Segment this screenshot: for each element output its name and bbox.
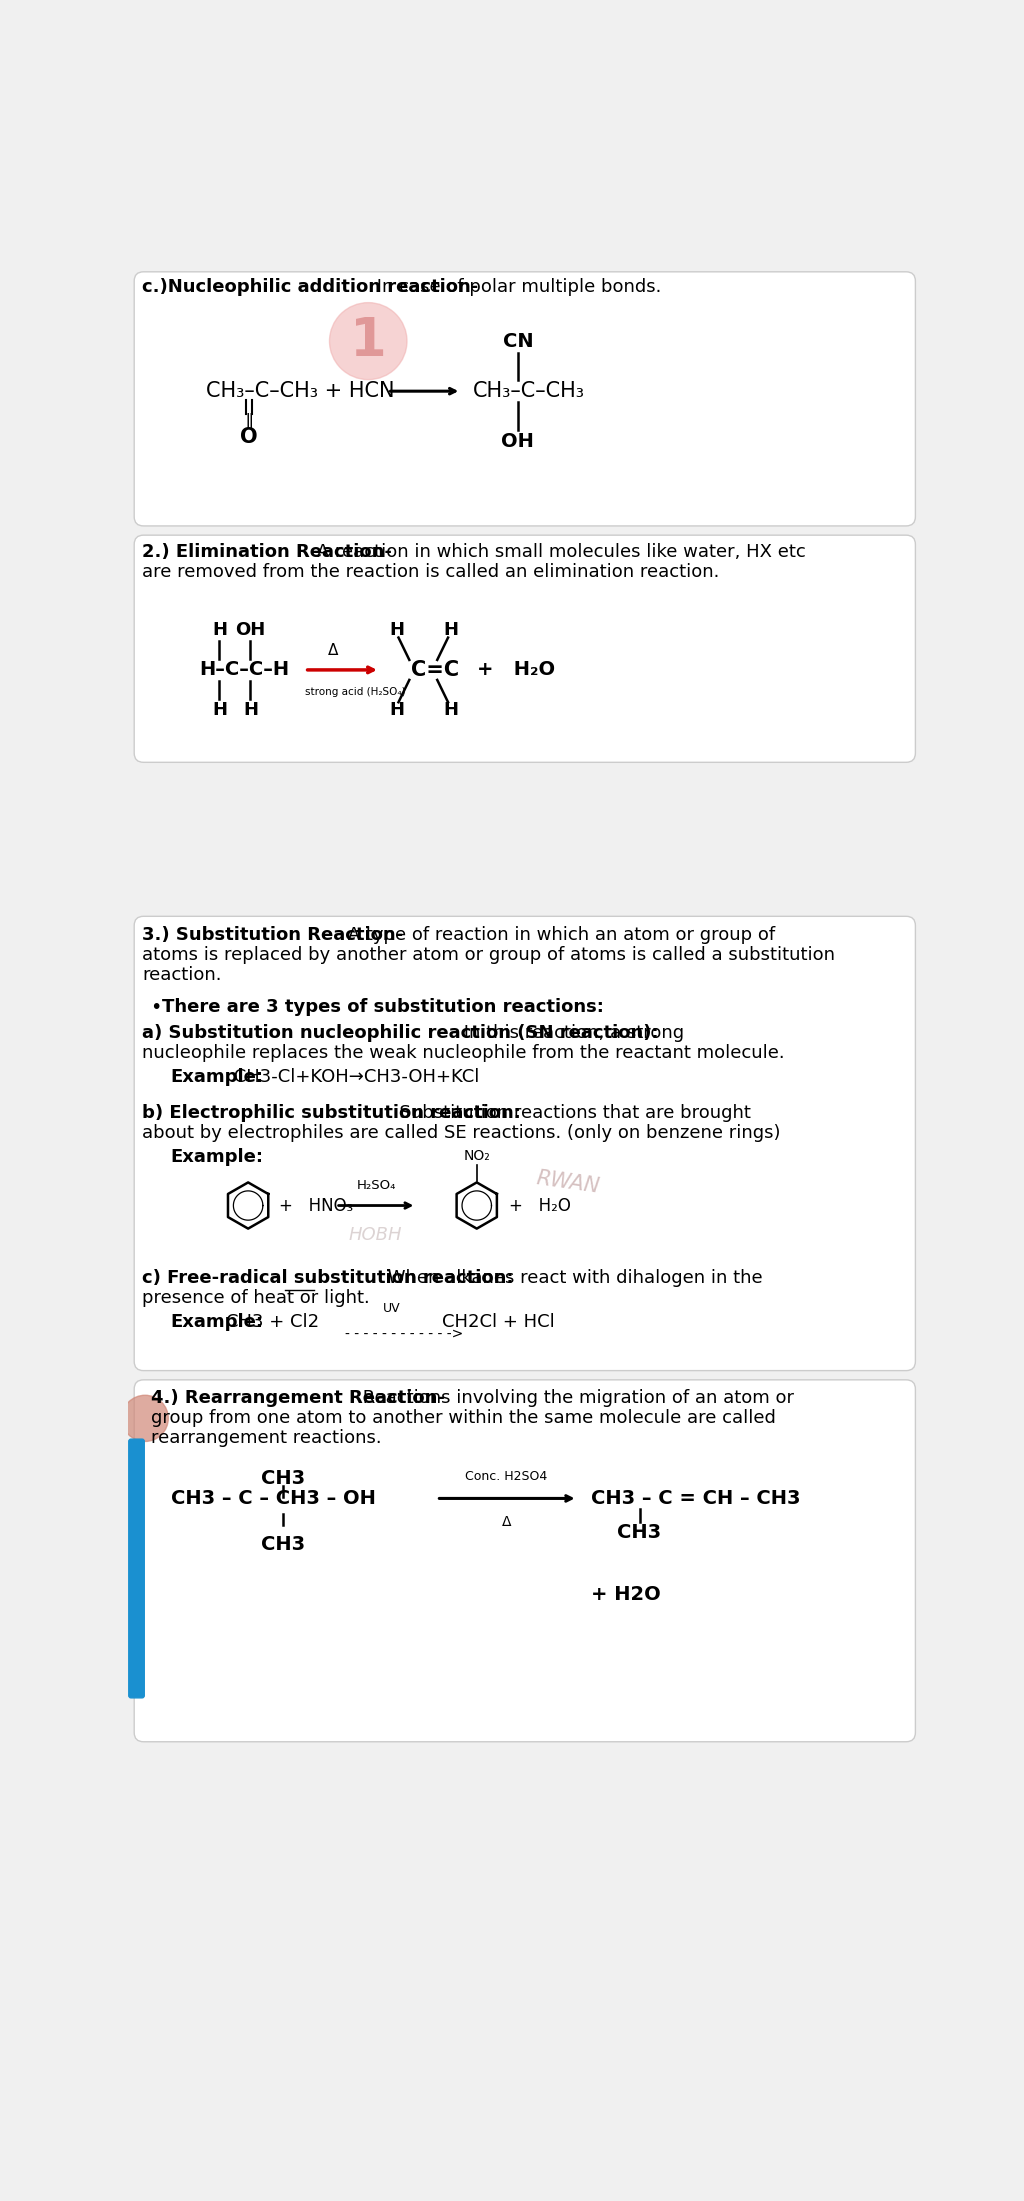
Text: Reactions involving the migration of an atom or: Reactions involving the migration of an … [356, 1389, 794, 1406]
Text: +   H₂O: + H₂O [477, 660, 555, 680]
Circle shape [330, 302, 407, 379]
Text: are removed from the reaction is called an elimination reaction.: are removed from the reaction is called … [142, 563, 719, 581]
Text: Example:: Example: [171, 1067, 263, 1085]
Circle shape [122, 1395, 168, 1442]
Text: CH₃–C–CH₃: CH₃–C–CH₃ [473, 381, 585, 401]
Text: Example:: Example: [171, 1147, 263, 1167]
Text: CH3 – C – CH3 – OH: CH3 – C – CH3 – OH [171, 1488, 376, 1508]
FancyBboxPatch shape [134, 535, 915, 762]
Text: 3.) Substitution Reaction-: 3.) Substitution Reaction- [142, 927, 403, 944]
Text: CN: CN [503, 332, 534, 350]
Text: b) Electrophilic substitution reaction:: b) Electrophilic substitution reaction: [142, 1103, 521, 1123]
Text: H: H [443, 700, 459, 720]
Text: H₂SO₄: H₂SO₄ [356, 1180, 395, 1191]
Text: CH3-Cl+KOH→CH3-OH+KCl: CH3-Cl+KOH→CH3-OH+KCl [228, 1067, 479, 1085]
Text: Example:: Example: [171, 1314, 263, 1332]
Text: 1: 1 [350, 315, 387, 368]
FancyBboxPatch shape [134, 916, 915, 1371]
Text: c) Free-radical substitution reaction:: c) Free-radical substitution reaction: [142, 1270, 513, 1288]
Text: - - - - - - - - - - - ->: - - - - - - - - - - - -> [345, 1327, 463, 1340]
Text: c.)Nucleophilic addition reaction-: c.)Nucleophilic addition reaction- [142, 277, 478, 295]
Text: rearrangement reactions.: rearrangement reactions. [152, 1428, 382, 1446]
Text: strong acid (H₂SO₄): strong acid (H₂SO₄) [305, 687, 406, 698]
Text: There are 3 types of substitution reactions:: There are 3 types of substitution reacti… [162, 997, 604, 1015]
Text: H: H [212, 700, 227, 720]
Text: NO₂: NO₂ [464, 1149, 490, 1162]
Text: CH3: CH3 [261, 1536, 305, 1554]
Text: about by electrophiles are called SE reactions. (only on benzene rings): about by electrophiles are called SE rea… [142, 1125, 780, 1142]
Text: H–C–C–H: H–C–C–H [200, 660, 290, 680]
Text: nucleophile replaces the weak nucleophile from the reactant molecule.: nucleophile replaces the weak nucleophil… [142, 1043, 784, 1061]
Text: a) Substitution nucleophilic reaction (SN reaction):: a) Substitution nucleophilic reaction (S… [142, 1023, 658, 1041]
Text: OH: OH [236, 621, 265, 638]
Text: CH3: CH3 [261, 1470, 305, 1488]
FancyBboxPatch shape [134, 1380, 915, 1741]
Text: A reaction in which small molecules like water, HX etc: A reaction in which small molecules like… [311, 544, 806, 561]
Text: CH2Cl + HCl: CH2Cl + HCl [442, 1314, 555, 1332]
Text: O: O [240, 427, 258, 447]
Text: Δ: Δ [502, 1514, 511, 1530]
Text: UV: UV [383, 1303, 400, 1314]
Text: ǁ: ǁ [245, 414, 253, 427]
Text: H: H [243, 700, 258, 720]
Text: H: H [443, 621, 459, 638]
Text: HOBH: HOBH [349, 1226, 402, 1244]
Text: H: H [389, 700, 404, 720]
Text: OH: OH [502, 431, 535, 451]
Text: CH3 + Cl2: CH3 + Cl2 [226, 1314, 319, 1332]
Text: A type of reaction in which an atom or group of: A type of reaction in which an atom or g… [342, 927, 775, 944]
Text: Conc. H2SO4: Conc. H2SO4 [465, 1470, 547, 1483]
Text: RWAN: RWAN [535, 1169, 601, 1197]
FancyBboxPatch shape [129, 1439, 144, 1697]
FancyBboxPatch shape [134, 271, 915, 526]
Text: +   H₂O: + H₂O [509, 1197, 571, 1215]
Text: C=C: C=C [411, 660, 459, 680]
Text: reaction.: reaction. [142, 966, 221, 984]
Text: Δ: Δ [328, 643, 338, 658]
Text: CH3: CH3 [617, 1523, 662, 1543]
Text: In case of polar multiple bonds.: In case of polar multiple bonds. [371, 277, 660, 295]
Text: presence of heat or light.: presence of heat or light. [142, 1290, 370, 1307]
Text: group from one atom to another within the same molecule are called: group from one atom to another within th… [152, 1409, 776, 1426]
Text: CH3 – C = CH – CH3: CH3 – C = CH – CH3 [592, 1488, 801, 1508]
Text: H: H [212, 621, 227, 638]
Text: 4.) Rearrangement Reaction-: 4.) Rearrangement Reaction- [152, 1389, 445, 1406]
Text: atoms is replaced by another atom or group of atoms is called a substitution: atoms is replaced by another atom or gro… [142, 946, 835, 964]
Text: 2.) Elimination Reaction-: 2.) Elimination Reaction- [142, 544, 392, 561]
Text: +   HNO₃: + HNO₃ [280, 1197, 353, 1215]
Text: H: H [389, 621, 404, 638]
Text: Substitution reactions that are brought: Substitution reactions that are brought [388, 1103, 752, 1123]
Text: •: • [150, 997, 161, 1017]
Text: In this reaction, a strong: In this reaction, a strong [458, 1023, 684, 1041]
Text: + H2O: + H2O [592, 1585, 662, 1605]
Text: CH₃–C–CH₃ + HCN: CH₃–C–CH₃ + HCN [206, 381, 394, 401]
Text: When alkanes react with dihalogen in the: When alkanes react with dihalogen in the [382, 1270, 763, 1288]
